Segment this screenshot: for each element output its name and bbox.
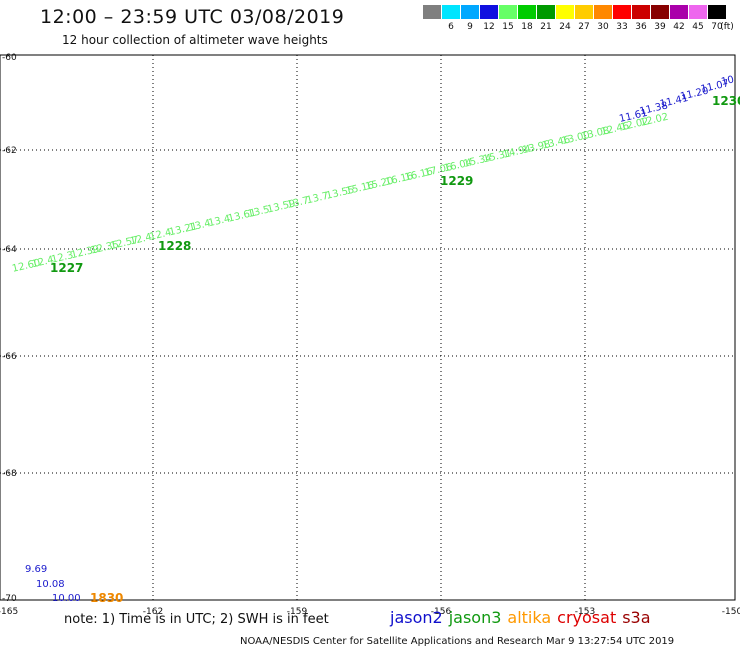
swh-value-label: 13.7 bbox=[286, 195, 310, 211]
legend-jason3: jason3 bbox=[448, 608, 502, 627]
time-label: 1228 bbox=[158, 239, 191, 253]
scale-swatch bbox=[594, 5, 612, 19]
swh-value-label: 10.08 bbox=[36, 579, 65, 590]
swh-value-label: 9.69 bbox=[25, 564, 47, 575]
lat-tick-label: -64 bbox=[2, 245, 17, 255]
scale-swatch bbox=[708, 5, 726, 19]
lat-tick-label: -60 bbox=[2, 53, 17, 63]
swh-value-label: 13.4 bbox=[207, 213, 231, 229]
scale-swatch bbox=[537, 5, 555, 19]
swh-value-label: 13.4 bbox=[188, 218, 212, 234]
scale-swatch bbox=[556, 5, 574, 19]
scale-swatch bbox=[575, 5, 593, 19]
map-frame bbox=[0, 54, 736, 601]
scale-label: 12 bbox=[483, 22, 495, 32]
swh-value-label: 10 bbox=[720, 74, 735, 88]
scale-swatch bbox=[518, 5, 536, 19]
swh-value-label: 12.4 bbox=[31, 255, 55, 271]
swh-value-label: 13.5 bbox=[247, 204, 271, 220]
swh-value-label: 12.3 bbox=[50, 250, 74, 266]
scale-label: 45 bbox=[692, 22, 704, 32]
scale-label: 39 bbox=[654, 22, 666, 32]
time-label: 1229 bbox=[440, 174, 473, 188]
scale-label: 15 bbox=[502, 22, 514, 32]
legend-s3a: s3a bbox=[622, 608, 651, 627]
lat-tick-label: -62 bbox=[2, 146, 17, 156]
time-label: 1830 bbox=[90, 591, 123, 605]
legend-altika: altika bbox=[507, 608, 552, 627]
scale-label: 21 bbox=[540, 22, 552, 32]
swh-value-label: 12.4 bbox=[148, 227, 172, 243]
scale-swatch bbox=[442, 5, 460, 19]
page-subtitle: 12 hour collection of altimeter wave hei… bbox=[62, 33, 328, 47]
scale-label: 36 bbox=[635, 22, 647, 32]
lon-tick-label: -162 bbox=[143, 607, 163, 617]
scale-unit: (ft) bbox=[720, 22, 734, 32]
scale-label: 33 bbox=[616, 22, 628, 32]
scale-label: 70 bbox=[711, 22, 723, 32]
swh-value-label: 13.7 bbox=[305, 191, 329, 207]
legend-cryosat: cryosat bbox=[557, 608, 617, 627]
scale-label: 27 bbox=[578, 22, 590, 32]
scale-label: 18 bbox=[521, 22, 533, 32]
lon-tick-label: -150 bbox=[722, 607, 740, 617]
swh-value-label: 10.00 bbox=[52, 593, 81, 604]
lat-tick-label: -68 bbox=[2, 469, 17, 479]
scale-swatch bbox=[651, 5, 669, 19]
satellite-legend: jason2 jason3 altika cryosat s3a bbox=[390, 608, 657, 627]
time-label: 1227 bbox=[50, 261, 83, 275]
lat-tick-label: -66 bbox=[2, 352, 17, 362]
scale-label: 24 bbox=[559, 22, 571, 32]
lat-tick-label: -70 bbox=[2, 594, 17, 604]
page-title: 12:00 – 23:59 UTC 03/08/2019 bbox=[40, 6, 345, 28]
scale-swatch bbox=[461, 5, 479, 19]
scale-swatch bbox=[613, 5, 631, 19]
lon-tick-label: -156 bbox=[431, 607, 452, 617]
scale-swatch bbox=[689, 5, 707, 19]
scale-label: 9 bbox=[467, 22, 473, 32]
scale-swatch bbox=[632, 5, 650, 19]
lon-tick-label: -153 bbox=[575, 607, 595, 617]
legend-jason2: jason2 bbox=[390, 608, 443, 627]
footer-note: note: 1) Time is in UTC; 2) SWH is in fe… bbox=[64, 612, 329, 627]
time-label: 1230 bbox=[712, 94, 740, 108]
scale-swatch bbox=[423, 5, 441, 19]
scale-label: 6 bbox=[448, 22, 454, 32]
scale-swatch bbox=[480, 5, 498, 19]
scale-swatch bbox=[499, 5, 517, 19]
swh-value-label: 12.4 bbox=[129, 232, 153, 248]
scale-swatch bbox=[670, 5, 688, 19]
lon-tick-label: -165 bbox=[0, 607, 18, 617]
lon-tick-label: -159 bbox=[287, 607, 308, 617]
scale-label: 42 bbox=[673, 22, 685, 32]
footer-credit: NOAA/NESDIS Center for Satellite Applica… bbox=[240, 636, 675, 647]
scale-label: 30 bbox=[597, 22, 609, 32]
